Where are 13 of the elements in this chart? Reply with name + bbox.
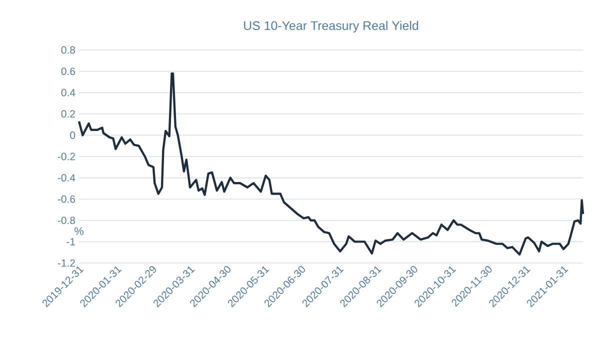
y-tick-label: -0.2 — [58, 152, 75, 160]
y-tick-label: -1.2 — [58, 259, 75, 267]
y-tick-label: -0.6 — [58, 195, 76, 203]
y-tick-label: 0.2 — [61, 110, 75, 118]
y-tick-label: -0.4 — [58, 174, 76, 182]
chart-title: US 10-Year Treasury Real Yield — [244, 20, 418, 32]
y-axis-title: % — [74, 227, 84, 235]
y-tick-label: 0.4 — [61, 88, 76, 96]
y-tick-label: 0 — [70, 132, 76, 139]
y-tick-label: 0.8 — [61, 46, 76, 54]
y-tick-label: 0.6 — [61, 68, 76, 76]
y-tick-label: -1 — [66, 238, 75, 246]
y-tick-label: -0.8 — [58, 216, 76, 224]
